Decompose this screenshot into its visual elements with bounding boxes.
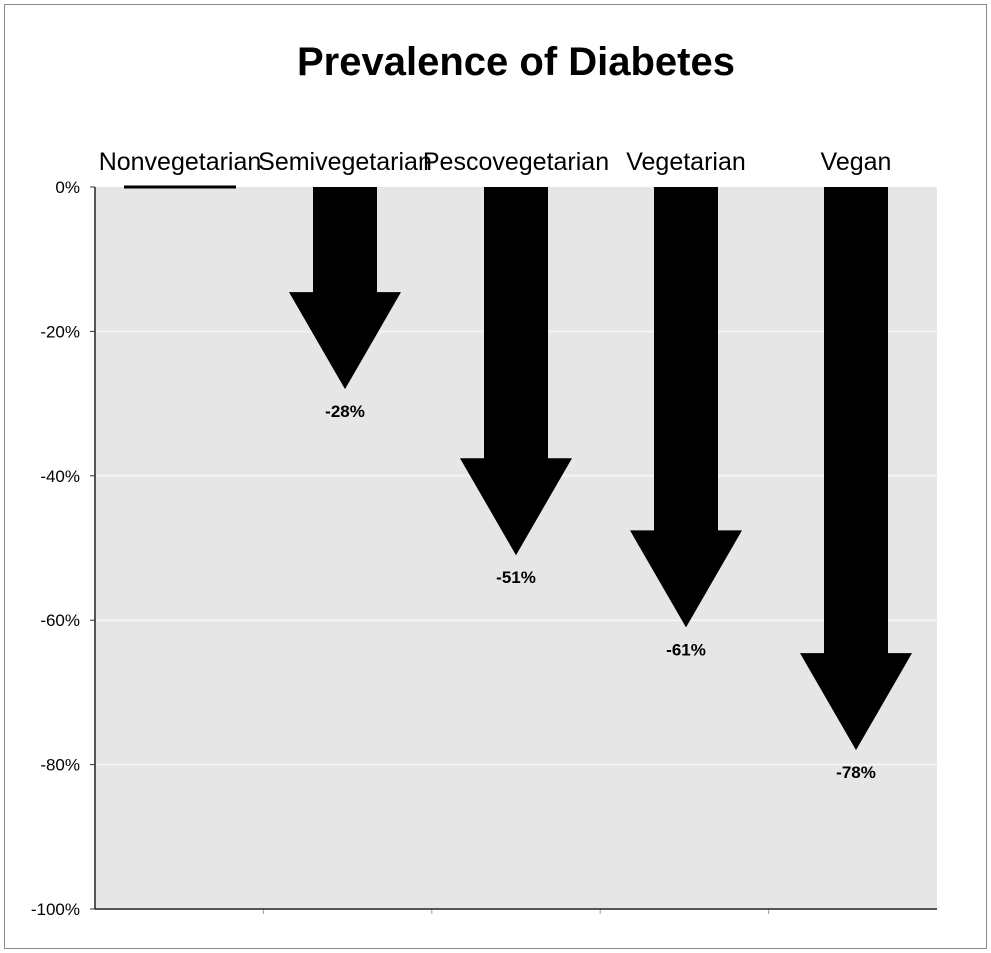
category-label: Pescovegetarian	[423, 148, 609, 176]
y-tick-label: 0%	[55, 178, 80, 197]
arrow-mark	[800, 187, 912, 751]
y-tick-label: -60%	[40, 611, 80, 630]
category-label: Vegan	[821, 148, 892, 176]
arrow-marks	[124, 185, 912, 751]
category-labels: NonvegetarianSemivegetarianPescovegetari…	[99, 148, 892, 176]
y-axis-ticks: 0% -20% -40% -60% -80% -100%	[31, 178, 770, 919]
chart-title: Prevalence of Diabetes	[297, 40, 735, 84]
value-label: -78%	[836, 763, 876, 782]
category-label: Nonvegetarian	[99, 148, 262, 176]
value-label: -61%	[666, 640, 706, 659]
arrow-mark	[460, 187, 572, 556]
value-label: -51%	[496, 568, 536, 587]
category-label: Semivegetarian	[258, 148, 432, 176]
category-label: Vegetarian	[626, 148, 746, 176]
y-tick-label: -40%	[40, 467, 80, 486]
value-labels: -28% -51% -61% -78%	[325, 402, 876, 782]
value-label: -28%	[325, 402, 365, 421]
y-tick-label: -20%	[40, 322, 80, 341]
arrow-mark	[630, 187, 742, 628]
arrow-mark	[289, 187, 401, 390]
y-tick-label: -80%	[40, 756, 80, 775]
y-tick-label: -100%	[31, 900, 80, 919]
